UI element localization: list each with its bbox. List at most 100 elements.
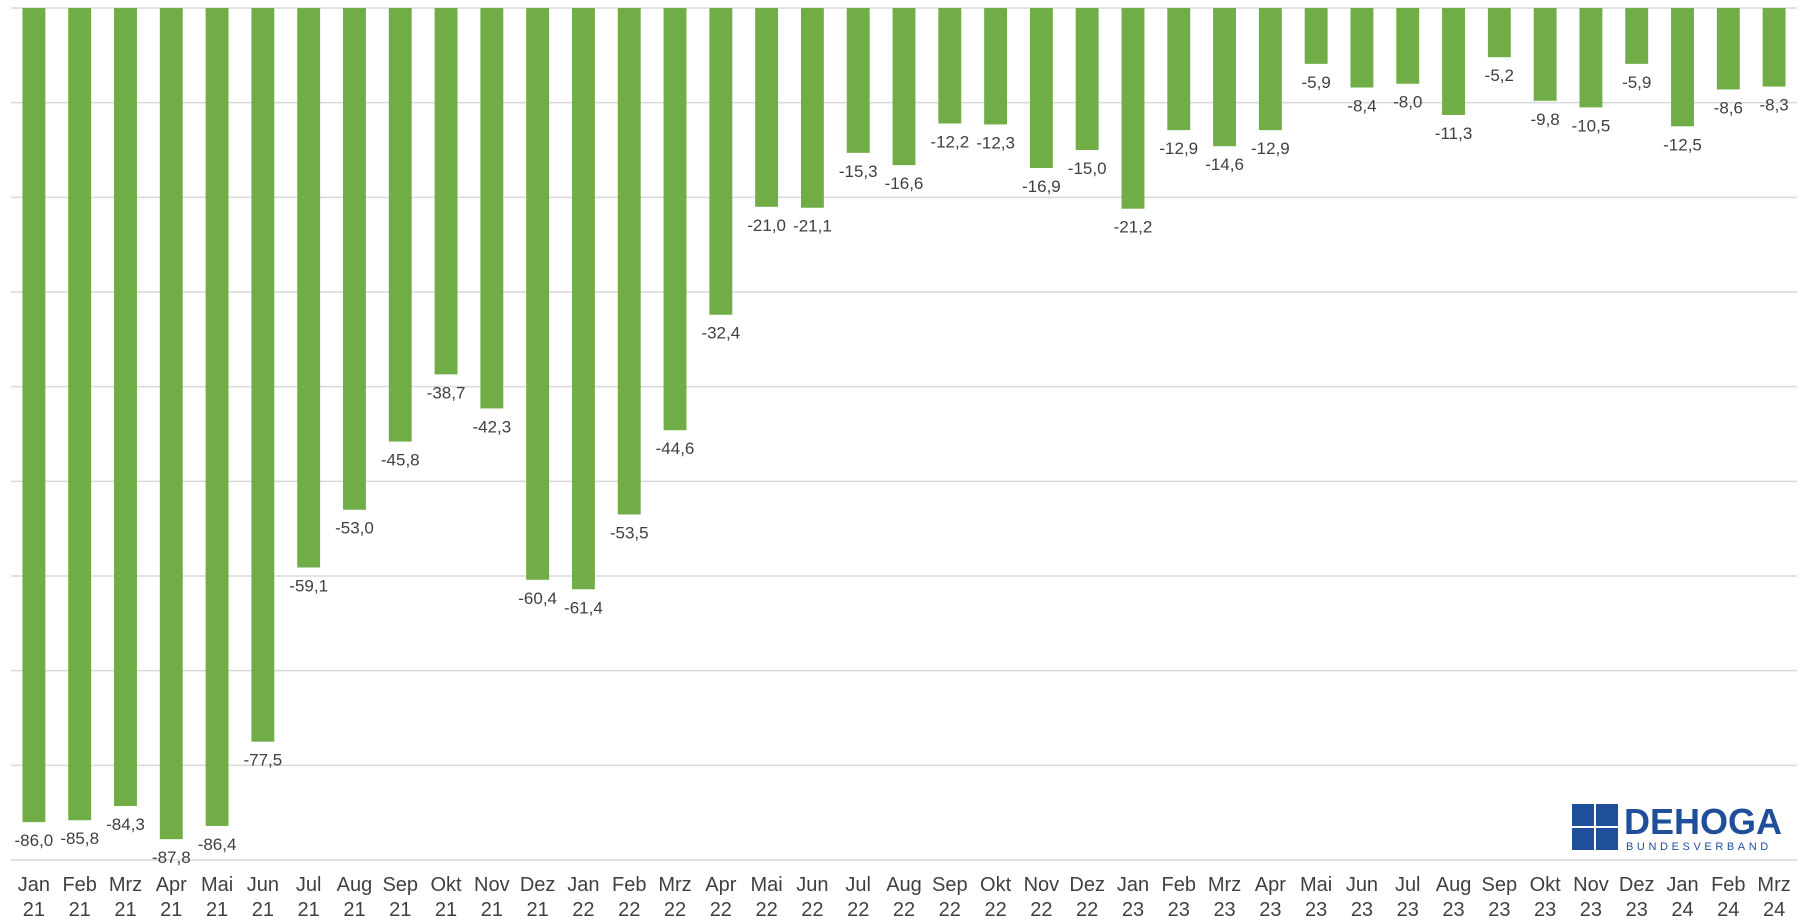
data-label: -87,8 [152, 848, 191, 867]
x-tick-label: Nov 22 [1023, 874, 1060, 921]
logo-name: DEHOGA [1624, 801, 1782, 842]
x-tick-label: Jun 23 [1345, 874, 1379, 921]
x-tick-label: Feb 21 [62, 874, 97, 921]
data-label: -53,5 [610, 523, 649, 542]
data-label: -15,0 [1068, 159, 1107, 178]
bar [1716, 8, 1740, 90]
bar [251, 8, 275, 742]
data-label: -85,8 [60, 829, 99, 848]
bar [1121, 8, 1145, 209]
x-tick-label: Jul 21 [295, 874, 322, 921]
bar [1762, 8, 1786, 87]
x-tick-label: Jan 24 [1666, 874, 1699, 921]
bar [1533, 8, 1557, 101]
x-tick-label: Nov 21 [474, 874, 510, 921]
x-tick-label: Aug 21 [336, 874, 373, 921]
x-tick-label: Jun 22 [796, 874, 829, 921]
data-label: -12,9 [1159, 139, 1198, 158]
bar [205, 8, 229, 826]
bar [1350, 8, 1374, 88]
x-tick-label: Apr 21 [155, 874, 187, 921]
data-label: -86,0 [15, 831, 54, 850]
logo-sub: BUNDESVERBAND [1626, 841, 1772, 853]
x-tick-label: Apr 22 [705, 874, 737, 921]
data-label: -16,9 [1022, 177, 1061, 196]
data-label: -12,5 [1663, 135, 1702, 154]
data-label: -9,8 [1530, 110, 1559, 129]
x-tick-label: Okt 23 [1529, 874, 1561, 921]
x-tick-label: Sep 23 [1481, 874, 1518, 921]
data-label: -8,6 [1714, 98, 1743, 117]
x-tick-label: Jan 23 [1116, 874, 1150, 921]
x-tick-label: Dez 21 [519, 874, 556, 921]
data-label: -38,7 [427, 383, 466, 402]
x-tick-label: Feb 23 [1161, 874, 1196, 921]
data-label: -21,1 [793, 217, 832, 236]
data-label: -8,3 [1759, 96, 1788, 115]
x-tick-label: Feb 22 [611, 874, 647, 921]
data-label: -12,3 [976, 133, 1015, 152]
bar [343, 8, 366, 510]
x-tick-label: Aug 22 [886, 874, 922, 921]
bar [1396, 8, 1420, 84]
data-label: -53,0 [335, 519, 374, 538]
data-label: -32,4 [701, 324, 740, 343]
x-tick-label: Jan 21 [17, 874, 51, 921]
x-tick-label: Jun 21 [246, 874, 279, 921]
bar [1671, 8, 1694, 127]
data-label: -16,6 [885, 174, 924, 193]
bar [617, 8, 641, 515]
x-tick-label: Feb 24 [1711, 874, 1746, 921]
x-tick-label: Dez 23 [1618, 874, 1655, 921]
bar [1579, 8, 1603, 108]
x-tick-label: Aug 23 [1435, 874, 1472, 921]
bar [1167, 8, 1191, 131]
bar [114, 8, 137, 807]
x-tick-label: Jan 22 [567, 874, 600, 921]
x-tick-label: Mai 22 [750, 874, 783, 921]
bar [755, 8, 779, 207]
x-tick-label: Apr 23 [1254, 874, 1286, 921]
x-tick-label: Okt 21 [430, 874, 462, 921]
data-label: -5,9 [1302, 73, 1331, 92]
data-label: -77,5 [243, 751, 282, 770]
bar [297, 8, 321, 568]
x-tick-label: Dez 22 [1069, 874, 1105, 921]
bar [1075, 8, 1099, 150]
bar [892, 8, 916, 166]
x-tick-label: Nov 23 [1573, 874, 1609, 921]
x-tick-label: Mrz 23 [1207, 874, 1242, 921]
bar [800, 8, 824, 208]
x-tick-label: Sep 21 [382, 874, 419, 921]
data-label: -8,0 [1393, 93, 1422, 112]
bar [571, 8, 595, 590]
bar [526, 8, 550, 580]
bar [1029, 8, 1053, 168]
data-label: -61,4 [564, 598, 603, 617]
bar [434, 8, 458, 375]
bar [1258, 8, 1282, 131]
data-label: -21,2 [1114, 218, 1153, 237]
x-tick-label: Mrz 24 [1757, 874, 1791, 921]
bar [1487, 8, 1511, 58]
data-label: -12,9 [1251, 139, 1290, 158]
data-label: -8,4 [1347, 97, 1376, 116]
bar [1304, 8, 1328, 64]
x-tick-label: Jul 22 [845, 874, 871, 921]
bar [159, 8, 183, 840]
x-tick-label: Mrz 21 [108, 874, 143, 921]
bar [22, 8, 46, 823]
data-label: -60,4 [518, 589, 557, 608]
data-label: -21,0 [747, 216, 786, 235]
bar [938, 8, 962, 124]
x-tick-label: Mai 21 [200, 874, 234, 921]
data-label: -10,5 [1572, 116, 1611, 135]
data-label: -5,2 [1485, 66, 1514, 85]
x-tick-label: Mai 23 [1300, 874, 1333, 921]
data-label: -12,2 [930, 132, 969, 151]
bar [1213, 8, 1237, 147]
bar [1625, 8, 1649, 64]
bar [388, 8, 412, 442]
data-label: -5,9 [1622, 73, 1651, 92]
